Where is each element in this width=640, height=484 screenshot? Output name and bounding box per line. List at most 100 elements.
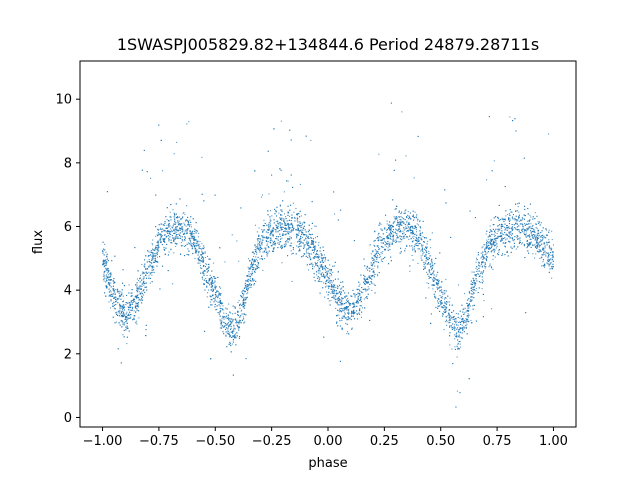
- scatter-point: [135, 301, 137, 303]
- scatter-point: [220, 326, 222, 328]
- scatter-point: [457, 348, 459, 350]
- scatter-point: [267, 241, 269, 243]
- scatter-point: [395, 228, 397, 230]
- scatter-point: [200, 254, 202, 256]
- scatter-point: [231, 320, 233, 322]
- scatter-point: [226, 332, 228, 334]
- scatter-point: [228, 336, 230, 338]
- scatter-point: [227, 328, 229, 330]
- scatter-point: [514, 227, 516, 229]
- scatter-point: [239, 319, 241, 321]
- scatter-point: [276, 236, 278, 238]
- scatter-point: [428, 287, 430, 289]
- scatter-point: [533, 228, 535, 230]
- scatter-point: [321, 281, 323, 283]
- scatter-point: [285, 228, 287, 230]
- scatter-point: [330, 280, 332, 282]
- scatter-point: [201, 276, 203, 278]
- scatter-point: [475, 261, 477, 263]
- scatter-point: [164, 249, 166, 251]
- scatter-point: [488, 266, 490, 268]
- scatter-point: [212, 282, 214, 284]
- scatter-point: [378, 238, 380, 240]
- scatter-point: [354, 296, 356, 298]
- scatter-point: [365, 288, 367, 290]
- scatter-point: [202, 261, 204, 263]
- scatter-point: [245, 298, 247, 300]
- scatter-point: [287, 180, 289, 182]
- scatter-point: [506, 238, 508, 240]
- scatter-point: [214, 298, 216, 300]
- scatter-point: [413, 219, 415, 221]
- scatter-point: [482, 251, 484, 253]
- scatter-point: [536, 239, 538, 241]
- scatter-point: [166, 224, 168, 226]
- scatter-point: [286, 228, 288, 230]
- scatter-point: [144, 263, 146, 265]
- scatter-point: [383, 238, 385, 240]
- scatter-point: [319, 279, 321, 281]
- scatter-point: [359, 305, 361, 307]
- scatter-point: [125, 317, 127, 319]
- scatter-point: [143, 272, 145, 274]
- scatter-point: [531, 226, 533, 228]
- scatter-point: [543, 253, 545, 255]
- scatter-point: [349, 304, 351, 306]
- scatter-point: [280, 245, 282, 247]
- scatter-point: [551, 259, 553, 261]
- scatter-point: [107, 268, 109, 270]
- scatter-point: [229, 324, 231, 326]
- scatter-point: [480, 257, 482, 259]
- scatter-point: [167, 230, 169, 232]
- scatter-point: [426, 271, 428, 273]
- scatter-point: [445, 278, 447, 280]
- scatter-point: [298, 231, 300, 233]
- scatter-point: [496, 243, 498, 245]
- scatter-point: [451, 348, 453, 350]
- scatter-point: [144, 264, 146, 266]
- scatter-point: [128, 284, 130, 286]
- scatter-point: [551, 248, 553, 250]
- scatter-point: [296, 233, 298, 235]
- scatter-point: [374, 265, 376, 267]
- scatter-point: [180, 228, 182, 230]
- scatter-point: [275, 220, 277, 222]
- scatter-point: [409, 270, 411, 272]
- scatter-point: [231, 318, 233, 320]
- scatter-point: [259, 244, 261, 246]
- scatter-point: [246, 275, 248, 277]
- scatter-point: [313, 241, 315, 243]
- scatter-point: [219, 293, 221, 295]
- scatter-point: [544, 250, 546, 252]
- scatter-point: [454, 338, 456, 340]
- scatter-point: [318, 254, 320, 256]
- scatter-point: [512, 218, 514, 220]
- scatter-point: [181, 223, 183, 225]
- scatter-point: [477, 252, 479, 254]
- scatter-point: [363, 278, 365, 280]
- scatter-point: [535, 242, 537, 244]
- scatter-point: [253, 279, 255, 281]
- scatter-point: [497, 216, 499, 218]
- scatter-point: [384, 240, 386, 242]
- scatter-point: [151, 258, 153, 260]
- scatter-point: [230, 322, 232, 324]
- scatter-point: [396, 233, 398, 235]
- scatter-point: [242, 304, 244, 306]
- scatter-point: [415, 236, 417, 238]
- scatter-point: [310, 253, 312, 255]
- scatter-point: [397, 224, 399, 226]
- scatter-point: [433, 271, 435, 273]
- scatter-point: [437, 298, 439, 300]
- scatter-point: [448, 301, 450, 303]
- scatter-point: [139, 285, 141, 287]
- scatter-point: [444, 321, 446, 323]
- scatter-point: [444, 292, 446, 294]
- scatter-point: [125, 326, 127, 328]
- scatter-point: [378, 237, 380, 239]
- scatter-point: [135, 311, 137, 313]
- scatter-point: [171, 229, 173, 231]
- scatter-point: [374, 239, 376, 241]
- scatter-point: [213, 298, 215, 300]
- scatter-point: [209, 301, 211, 303]
